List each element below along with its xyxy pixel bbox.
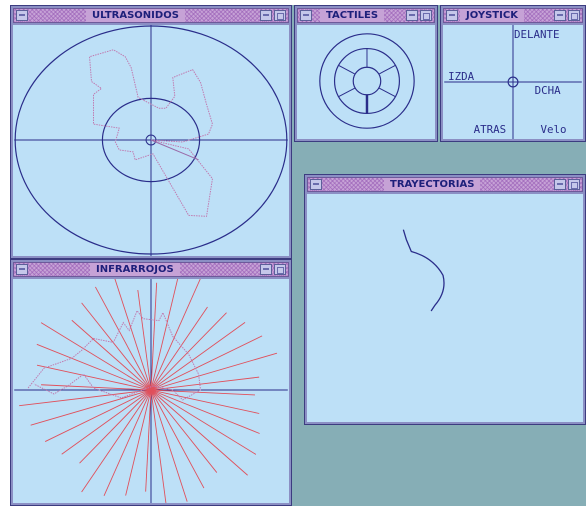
window-menu-icon[interactable]: [16, 264, 28, 275]
ir-ray: [71, 319, 152, 391]
window-menu-icon[interactable]: [446, 10, 458, 21]
ir-ray: [150, 389, 257, 455]
ir-ray: [150, 279, 201, 391]
ir-ray: [150, 389, 260, 414]
infrarrojos-plot: [14, 279, 288, 503]
joystick-window[interactable]: JOYSTICK DELANTE IZDA DCHA ATRAS Velo: [440, 5, 586, 142]
ir-ray: [114, 279, 152, 391]
infrarrojos-canvas: [13, 279, 289, 503]
ir-ray: [36, 364, 152, 391]
ir-ray: [103, 389, 152, 497]
bumper-inner-ring: [352, 66, 382, 96]
ir-ray: [81, 302, 152, 391]
ir-ray: [81, 389, 152, 493]
joystick-canvas[interactable]: DELANTE IZDA DCHA ATRAS Velo: [443, 25, 583, 139]
joystick-knob-icon[interactable]: [507, 76, 519, 88]
ir-ray: [95, 286, 152, 391]
sonar-trace: [89, 49, 213, 217]
ir-ray: [145, 389, 152, 492]
maximize-icon[interactable]: [274, 10, 286, 21]
ir-ray-group: [19, 279, 278, 503]
joystick-label-right: DCHA: [535, 84, 562, 97]
ir-ray: [79, 389, 152, 464]
maximize-icon[interactable]: [420, 10, 432, 21]
trayectorias-titlebar[interactable]: TRAYECTORIAS: [307, 177, 583, 192]
trayectorias-window[interactable]: TRAYECTORIAS: [304, 174, 586, 425]
ir-ray: [150, 389, 248, 476]
ir-ray: [44, 389, 152, 442]
ir-ray: [41, 384, 152, 391]
robot-trajectory: [402, 229, 445, 312]
bumper-segment: [378, 87, 396, 98]
sonar-beam: [150, 139, 199, 161]
bumper-segment: [338, 64, 356, 75]
ir-ray: [150, 389, 205, 489]
joystick-plot[interactable]: DELANTE IZDA DCHA ATRAS Velo: [443, 25, 583, 139]
ir-ray: [150, 389, 167, 503]
infrarrojos-title: INFRARROJOS: [90, 263, 180, 276]
tactiles-title: TACTILES: [320, 9, 385, 22]
joystick-label-back: ATRAS: [474, 123, 507, 136]
joystick-titlebar[interactable]: JOYSTICK: [443, 8, 583, 23]
joystick-label-left: IZDA: [448, 70, 475, 83]
bumper-outer-ring: [319, 33, 415, 129]
tactiles-canvas: [297, 25, 435, 139]
desktop: ULTRASONIDOS TACTILES: [10, 5, 586, 506]
ultrasonidos-canvas: [13, 25, 289, 256]
maximize-icon[interactable]: [274, 264, 286, 275]
ir-ray: [150, 376, 260, 391]
ir-ray: [150, 352, 278, 391]
infrarrojos-window[interactable]: INFRARROJOS: [10, 259, 292, 506]
ultrasonidos-titlebar[interactable]: ULTRASONIDOS: [13, 8, 289, 23]
tactiles-window[interactable]: TACTILES: [294, 5, 438, 142]
ir-ray: [40, 322, 152, 391]
joystick-label-forward: DELANTE: [514, 28, 560, 41]
ultrasonidos-plot: [14, 25, 288, 256]
ir-ray: [30, 389, 152, 426]
ir-ray: [150, 282, 158, 391]
window-menu-icon[interactable]: [310, 179, 322, 190]
ir-ray: [150, 389, 260, 434]
bumper-segment: [378, 64, 396, 75]
ir-ray: [150, 312, 227, 391]
ir-ray: [125, 389, 152, 496]
minimize-icon[interactable]: [554, 10, 566, 21]
ir-ray: [150, 306, 208, 391]
window-menu-icon[interactable]: [16, 10, 28, 21]
joystick-title: JOYSTICK: [460, 9, 524, 22]
tactiles-plot: [319, 33, 415, 129]
window-menu-icon[interactable]: [300, 10, 312, 21]
infrarrojos-titlebar[interactable]: INFRARROJOS: [13, 262, 289, 277]
ir-ray: [150, 335, 263, 391]
ultrasonidos-title: ULTRASONIDOS: [86, 9, 185, 22]
maximize-icon[interactable]: [568, 10, 580, 21]
minimize-icon[interactable]: [406, 10, 418, 21]
robot-center: [145, 134, 157, 146]
minimize-icon[interactable]: [260, 264, 272, 275]
ir-ray: [150, 279, 179, 391]
maximize-icon[interactable]: [568, 179, 580, 190]
trayectorias-title: TRAYECTORIAS: [384, 178, 481, 191]
minimize-icon[interactable]: [554, 179, 566, 190]
ir-ray: [19, 389, 152, 407]
outer-range-ring: [14, 25, 288, 255]
ir-ray: [150, 322, 246, 391]
joystick-label-speed: Velo: [541, 123, 567, 136]
ir-ray: [150, 389, 218, 473]
tactiles-titlebar[interactable]: TACTILES: [297, 8, 435, 23]
inner-range-ring: [101, 97, 201, 183]
trayectorias-canvas: [307, 194, 583, 422]
ir-ray: [61, 389, 152, 455]
ir-trace: [27, 309, 202, 401]
minimize-icon[interactable]: [260, 10, 272, 21]
ir-ray: [36, 343, 152, 391]
ir-ray: [150, 389, 255, 396]
bumper-segment: [338, 87, 356, 98]
ir-ray: [150, 389, 188, 502]
ir-ray: [137, 289, 152, 391]
ultrasonidos-window[interactable]: ULTRASONIDOS: [10, 5, 292, 259]
trayectorias-plot: [402, 229, 445, 312]
